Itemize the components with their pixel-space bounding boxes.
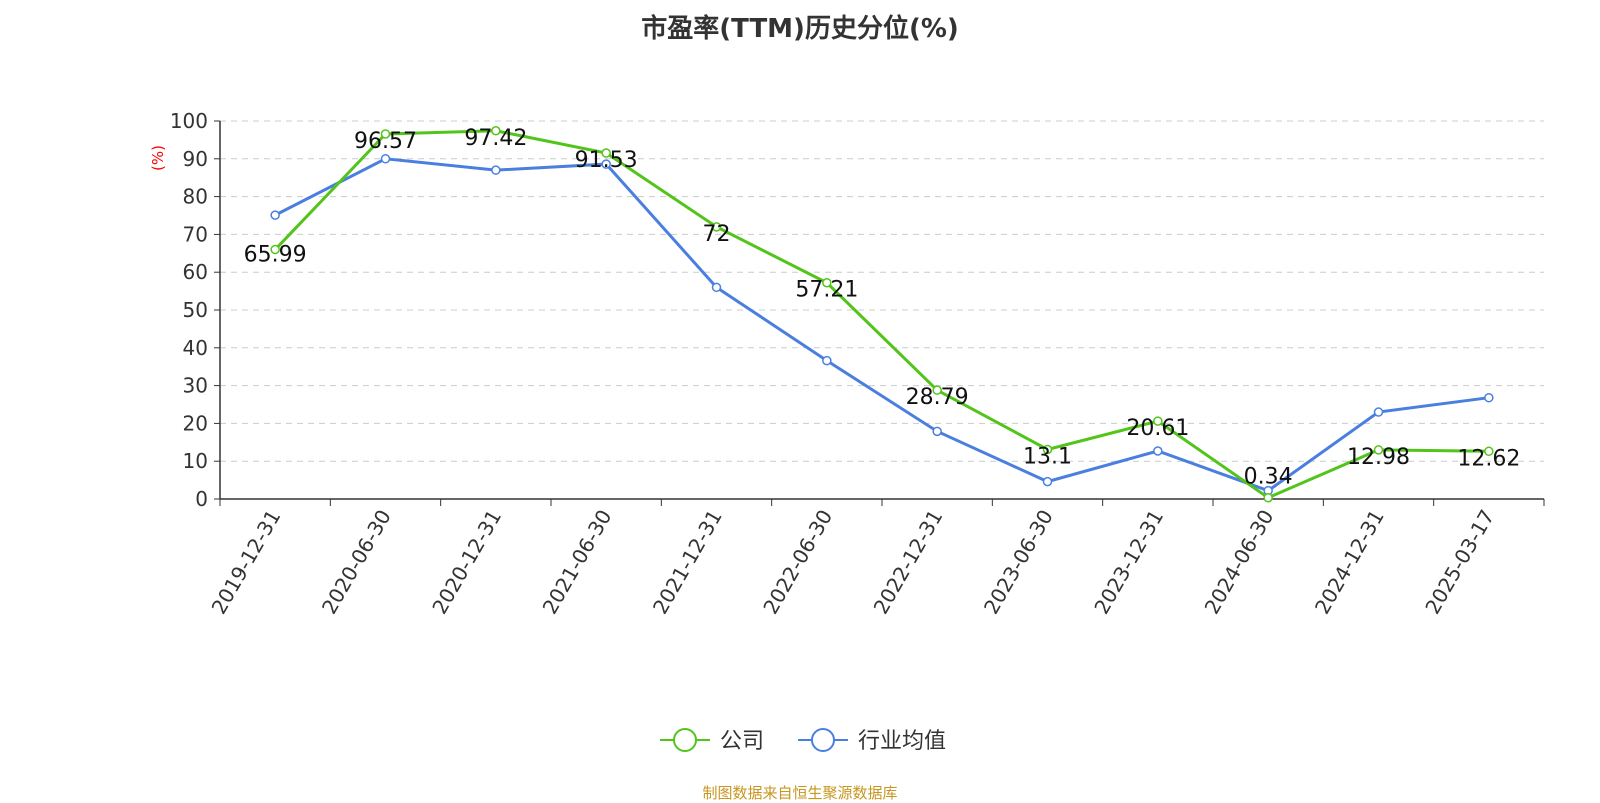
legend-item: 公司: [660, 728, 764, 754]
legend-marker: [673, 728, 697, 752]
series-line: [274, 157, 1490, 493]
data-label: 12.98: [1347, 445, 1410, 470]
x-tick-label: 2019-12-31: [207, 506, 286, 619]
y-tick-label: 20: [183, 411, 208, 435]
x-tick-label: 2022-12-31: [869, 506, 948, 619]
y-tick-label: 90: [183, 147, 208, 171]
data-point: [380, 154, 391, 164]
x-tick-label: 2023-12-31: [1089, 506, 1168, 619]
data-point: [491, 165, 501, 175]
data-point: [1373, 445, 1384, 455]
data-label: 57.21: [795, 278, 858, 303]
y-axis-label: (%): [149, 145, 167, 171]
data-point: [711, 222, 722, 232]
y-tick-label: 40: [183, 336, 208, 360]
data-label: 65.99: [244, 243, 307, 268]
data-point: [1153, 446, 1163, 456]
x-tick-label: 2024-12-31: [1310, 506, 1389, 619]
legend-label: 公司: [720, 729, 764, 754]
legend-label: 行业均值: [858, 729, 946, 754]
data-point: [491, 126, 501, 136]
data-point: [1263, 492, 1273, 503]
data-point: [1042, 476, 1053, 487]
series-line: [274, 129, 1489, 500]
y-tick-label: 60: [183, 260, 208, 284]
data-point: [822, 277, 832, 288]
data-label: 72: [703, 222, 731, 247]
data-point: [1373, 407, 1384, 417]
x-tick-label: 2022-06-30: [758, 506, 837, 619]
data-point: [932, 385, 942, 395]
data-point: [1042, 444, 1053, 455]
y-tick-label: 10: [183, 449, 208, 473]
series-公司: [270, 126, 1494, 503]
data-point: [270, 244, 280, 255]
data-label: 28.79: [906, 385, 969, 410]
y-tick-label: 70: [183, 222, 208, 246]
data-point: [711, 282, 722, 293]
x-tick-label: 2021-06-30: [538, 506, 617, 619]
x-tick-label: 2020-06-30: [317, 506, 396, 619]
data-point: [1484, 392, 1494, 403]
data-point: [601, 159, 611, 169]
x-tick-label: 2021-12-31: [648, 506, 727, 619]
data-point: [822, 355, 832, 366]
y-tick-label: 80: [183, 185, 208, 209]
data-label: 0.34: [1244, 465, 1293, 490]
y-tick-label: 30: [183, 374, 208, 398]
data-point: [380, 129, 391, 139]
data-label: 91.53: [575, 148, 638, 173]
legend-item: 行业均值: [798, 728, 946, 754]
data-label: 96.57: [354, 129, 417, 154]
y-tick-label: 100: [170, 109, 208, 133]
data-point: [1153, 416, 1163, 426]
data-label: 97.42: [464, 126, 527, 151]
x-tick-label: 2020-12-31: [427, 506, 506, 619]
legend-marker: [811, 728, 835, 752]
data-label: 12.62: [1457, 446, 1520, 471]
chart-title: 市盈率(TTM)历史分位(%): [641, 14, 959, 44]
data-point: [932, 426, 942, 437]
series-行业均值: [270, 154, 1494, 496]
x-tick-label: 2023-06-30: [979, 506, 1058, 619]
x-tick-label: 2024-06-30: [1200, 506, 1279, 619]
data-point: [270, 210, 280, 220]
y-tick-label: 50: [183, 298, 208, 322]
data-label: 20.61: [1126, 416, 1189, 441]
y-tick-label: 0: [195, 487, 208, 511]
data-point: [1484, 446, 1494, 457]
data-point: [601, 148, 611, 158]
data-label: 13.1: [1023, 444, 1072, 469]
x-tick-label: 2025-03-17: [1420, 506, 1499, 619]
source-note: 制图数据来自恒生聚源数据库: [702, 784, 898, 802]
